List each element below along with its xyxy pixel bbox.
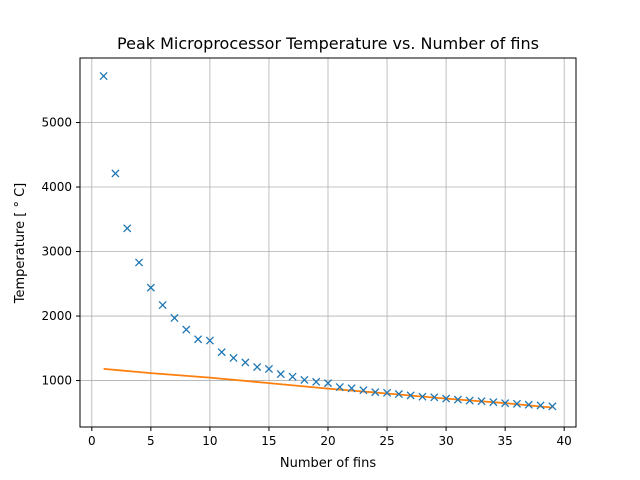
data-point-marker xyxy=(489,398,498,407)
y-tick-label: 1000 xyxy=(41,374,72,388)
data-point-marker xyxy=(512,399,522,408)
y-tick-label: 2000 xyxy=(41,309,72,323)
data-point-marker xyxy=(123,224,132,233)
x-tick-label: 30 xyxy=(438,434,453,448)
data-point-marker xyxy=(406,391,415,400)
data-point-marker xyxy=(442,394,451,403)
data-point-marker xyxy=(288,372,297,381)
y-tick-label: 3000 xyxy=(41,245,72,259)
data-point-marker xyxy=(524,400,533,409)
data-point-marker xyxy=(501,399,510,408)
data-point-marker xyxy=(548,402,557,411)
y-tick-label: 4000 xyxy=(41,180,72,194)
x-tick-label: 40 xyxy=(557,434,572,448)
x-tick-label: 5 xyxy=(147,434,155,448)
data-point-marker xyxy=(111,169,120,178)
data-point-marker xyxy=(453,395,462,404)
x-tick-label: 35 xyxy=(498,434,513,448)
data-point-marker xyxy=(99,72,108,81)
data-point-marker xyxy=(146,283,155,292)
data-point-marker xyxy=(359,386,368,395)
data-point-marker xyxy=(371,388,380,397)
data-point-marker xyxy=(382,388,392,397)
data-point-marker xyxy=(323,379,333,388)
x-axis-label: Number of fins xyxy=(280,456,376,471)
data-point-marker xyxy=(264,364,274,374)
data-point-marker xyxy=(335,382,344,392)
x-tick-label: 25 xyxy=(379,434,394,448)
data-point-marker xyxy=(205,336,214,345)
data-point-marker xyxy=(465,396,474,405)
data-point-marker xyxy=(418,392,427,401)
data-point-marker xyxy=(276,370,285,379)
data-point-marker xyxy=(182,325,191,334)
fitted-line xyxy=(103,368,553,409)
grid-lines xyxy=(80,58,576,427)
x-tick-label: 0 xyxy=(88,434,96,448)
fit-line xyxy=(103,368,553,409)
x-ticks: 0 5 10 15 20 25 30 35 40 xyxy=(88,427,572,448)
x-tick-label: 10 xyxy=(202,434,217,448)
data-point-marker xyxy=(430,393,439,402)
data-point-marker xyxy=(241,358,250,367)
y-ticks: 1000 2000 3000 4000 5000 xyxy=(41,116,80,388)
data-point-marker xyxy=(134,258,144,267)
data-point-marker xyxy=(312,377,321,386)
data-point-marker xyxy=(253,362,262,372)
data-point-marker xyxy=(347,384,356,393)
data-markers xyxy=(99,72,557,411)
data-point-marker xyxy=(300,375,309,384)
data-point-marker xyxy=(229,353,238,363)
data-point-marker xyxy=(536,401,545,410)
data-point-marker xyxy=(194,335,203,344)
chart-title: Peak Microprocessor Temperature vs. Numb… xyxy=(117,34,539,53)
x-tick-label: 20 xyxy=(320,434,335,448)
data-point-marker xyxy=(170,313,179,323)
y-axis-label: Temperature [ ° C] xyxy=(13,183,28,304)
data-point-marker xyxy=(394,390,403,399)
y-tick-label: 5000 xyxy=(41,116,72,130)
data-point-marker xyxy=(217,348,226,357)
x-tick-label: 15 xyxy=(261,434,276,448)
data-point-marker xyxy=(158,301,167,310)
data-point-marker xyxy=(477,397,486,406)
